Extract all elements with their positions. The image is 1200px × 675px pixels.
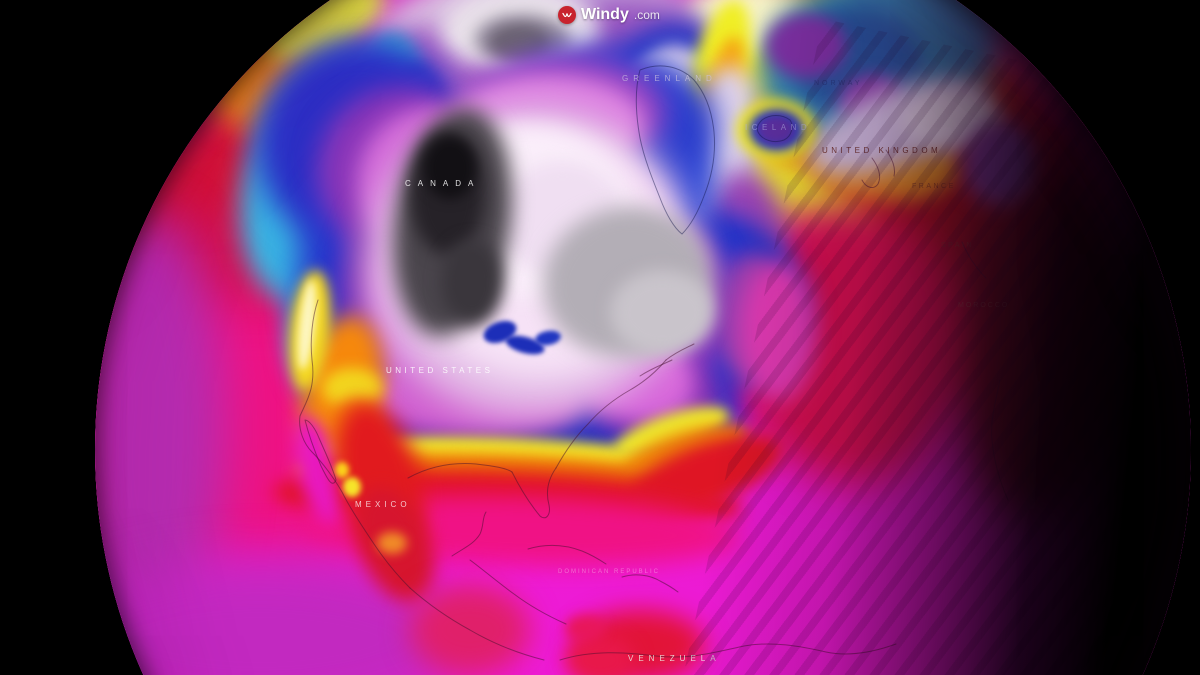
map-label-canada: CANADA [405,179,481,188]
map-label-united-states: UNITED STATES [386,366,494,375]
temperature-globe[interactable]: CANADA UNITED STATES MEXICO VENEZUELA GREENL… [95,0,1191,675]
windy-logo-icon [558,6,576,24]
temperature-field: CANADA UNITED STATES MEXICO VENEZUELA GREENL… [95,0,1191,675]
map-label-mexico: MEXICO [355,500,411,509]
map-label-greenland: GREENLAND [622,74,717,83]
windy-logo-text: Windy [581,6,629,23]
map-label-dominican-republic: DOMINICAN REPUBLIC [558,569,661,575]
windy-logo-suffix: .com [633,8,660,22]
windy-watermark[interactable]: Windy .com [558,6,660,24]
